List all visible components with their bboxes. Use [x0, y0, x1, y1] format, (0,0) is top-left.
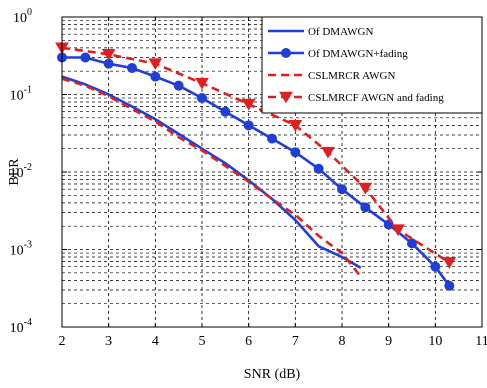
data-point-marker: [407, 238, 417, 249]
data-point-marker: [391, 224, 405, 237]
y-tick-label: 10-4: [10, 317, 32, 336]
data-point-marker: [321, 146, 335, 159]
data-point-marker: [279, 91, 293, 104]
data-point-marker: [360, 202, 371, 213]
series-line: [61, 46, 451, 264]
data-point-marker: [241, 98, 256, 111]
series-layer: [55, 42, 457, 291]
x-tick-label: 3: [105, 334, 112, 349]
tick-layer: 2 3 4 5 6 7 8 9 10 11 100 10-1 10-2 10-3 10-4: [10, 7, 487, 349]
data-point-marker: [337, 184, 347, 195]
legend-label: CSLMRCF AWGN and fading: [308, 92, 444, 104]
data-point-marker: [358, 182, 373, 195]
data-point-marker: [173, 80, 184, 91]
x-tick-label: 10: [428, 334, 442, 349]
data-point-marker: [243, 120, 254, 131]
data-point-marker: [101, 49, 116, 61]
data-point-marker: [127, 62, 137, 73]
data-point-marker: [195, 77, 209, 90]
x-tick-label: 2: [59, 334, 66, 349]
legend-label: Of DMAWGN: [308, 26, 373, 38]
data-point-marker: [442, 257, 457, 269]
legend-label: CSLMRCR AWGN: [308, 70, 395, 82]
data-point-marker: [313, 163, 324, 174]
y-tick-label: 10-1: [10, 85, 32, 104]
data-point-marker: [281, 48, 291, 58]
data-point-marker: [290, 147, 301, 158]
series-line: [61, 75, 362, 269]
legend: Of DMAWGN Of DMAWGN+fading CSLMRCR AWGN CSL…: [261, 16, 483, 114]
x-tick-label: 9: [385, 334, 392, 349]
x-tick-label: 5: [199, 334, 206, 349]
y-tick-label: 10-2: [10, 162, 32, 181]
x-tick-label: 4: [152, 334, 159, 349]
data-point-marker: [150, 71, 161, 82]
legend-label: Of DMAWGN+fading: [308, 48, 408, 60]
y-tick-label: 10-3: [10, 240, 32, 259]
data-point-marker: [288, 120, 303, 132]
x-tick-label: 7: [292, 334, 299, 349]
y-tick-label: 100: [13, 7, 32, 26]
data-point-marker: [148, 58, 163, 71]
x-tick-label: 8: [339, 334, 346, 349]
y-axis-label: BER: [7, 158, 22, 186]
x-tick-label: 11: [475, 334, 487, 349]
data-point-marker: [220, 106, 231, 117]
x-axis-label: SNR (dB): [244, 367, 301, 382]
data-point-marker: [267, 133, 277, 144]
data-point-marker: [430, 261, 441, 272]
data-point-marker: [80, 52, 91, 63]
data-point-marker: [444, 280, 455, 291]
x-tick-label: 6: [245, 334, 252, 349]
series-line: [61, 77, 362, 278]
data-point-marker: [197, 93, 207, 104]
